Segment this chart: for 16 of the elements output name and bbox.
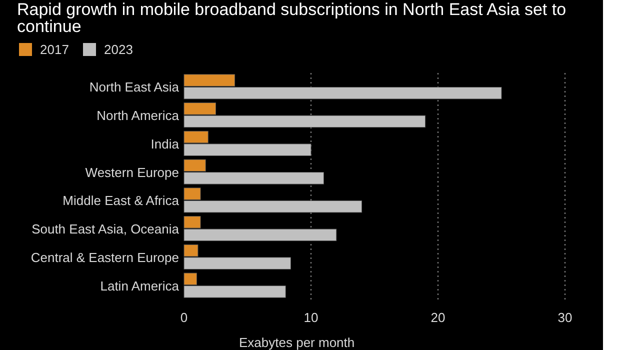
y-tick-label: North East Asia	[89, 80, 180, 95]
x-tick-label: 20	[430, 310, 446, 325]
y-tick-label: Middle East & Africa	[62, 193, 180, 208]
y-tick-label: North America	[96, 108, 180, 124]
y-tick-label: India	[150, 136, 180, 152]
x-axis-title: Exabytes per month	[239, 335, 355, 350]
y-tick-label: Western Europe	[85, 164, 179, 180]
x-tick-label: 30	[558, 310, 572, 325]
y-tick-label: South East Asia, Oceania	[32, 222, 180, 237]
y-tick-label: Central & Eastern Europe	[30, 250, 179, 265]
legend-label: 2023	[104, 42, 133, 57]
legend-label: 2017	[40, 42, 69, 57]
y-tick-label: Latin America	[100, 278, 180, 294]
chart-title: Rapid growth in mobile broadband subscriptions in North East Asia set to continue	[17, 0, 566, 36]
x-tick-label: 0	[180, 310, 188, 325]
x-tick-label: 10	[304, 310, 318, 325]
